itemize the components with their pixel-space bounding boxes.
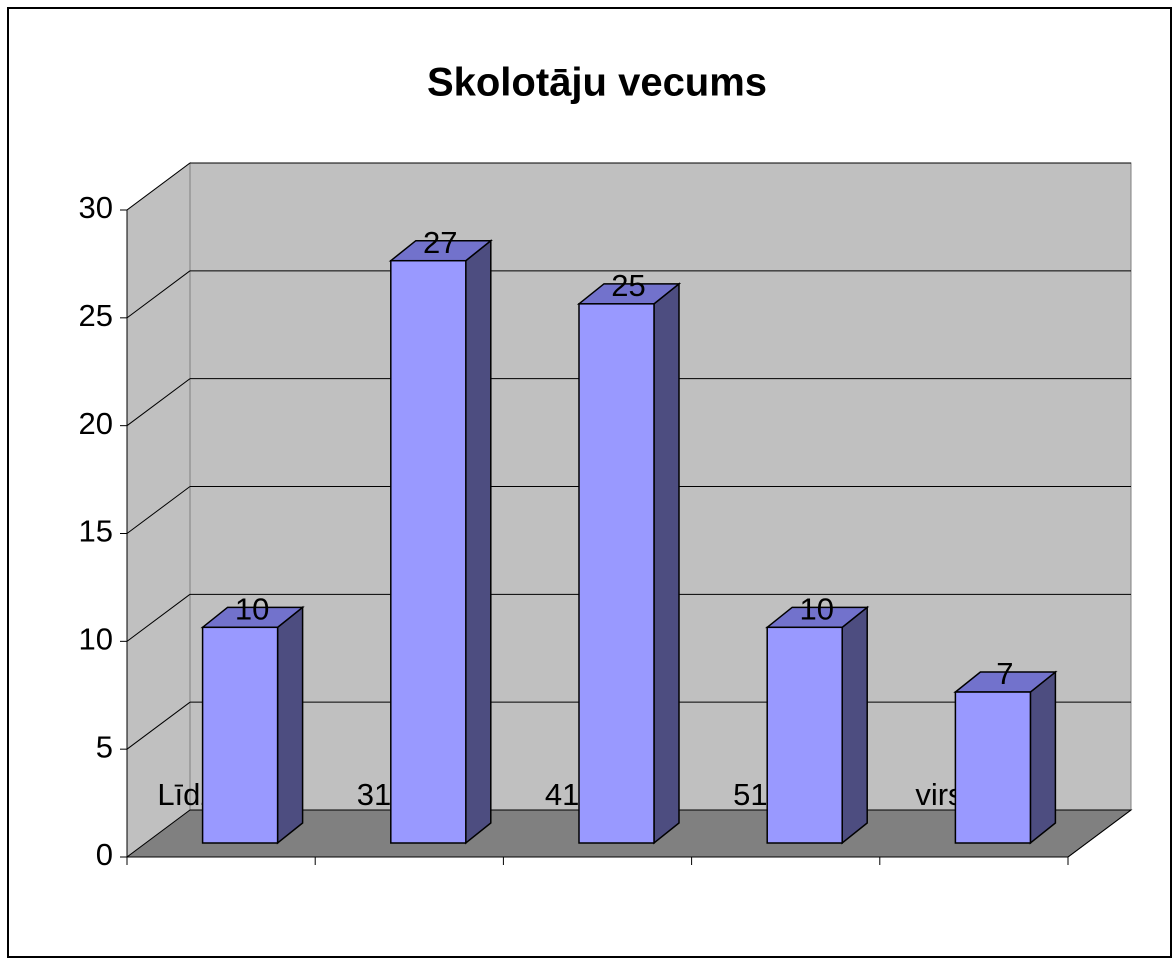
y-tick-label: 20 <box>79 406 113 441</box>
grid-line <box>126 378 191 427</box>
y-tick-label: 25 <box>79 298 113 333</box>
y-tick-label: 0 <box>96 837 113 872</box>
bar <box>390 259 467 844</box>
grid-line <box>126 486 191 534</box>
bar <box>766 626 843 844</box>
grid-line <box>126 270 191 319</box>
data-label: 7 <box>996 656 1013 691</box>
data-label: 10 <box>235 592 269 627</box>
grid-line <box>126 162 191 211</box>
data-label: 10 <box>799 592 833 627</box>
y-tick-label: 15 <box>79 514 113 549</box>
bar <box>578 303 655 844</box>
data-label: 27 <box>423 225 457 260</box>
data-label: 25 <box>611 268 645 303</box>
grid-line <box>126 593 191 642</box>
bar-side <box>465 239 492 845</box>
bar <box>201 626 279 844</box>
y-tick-label: 30 <box>79 190 113 225</box>
floor-edge <box>1067 809 1132 858</box>
y-tick-label: 5 <box>96 729 113 764</box>
bar-side <box>276 605 304 845</box>
y-tick-label: 10 <box>79 622 113 657</box>
bar-side <box>1029 670 1057 845</box>
chart-title: Skolotāju vecums <box>427 61 767 105</box>
bar <box>954 691 1032 844</box>
bar-side <box>841 605 868 845</box>
bar-side <box>653 282 680 845</box>
grid-line <box>126 701 191 750</box>
